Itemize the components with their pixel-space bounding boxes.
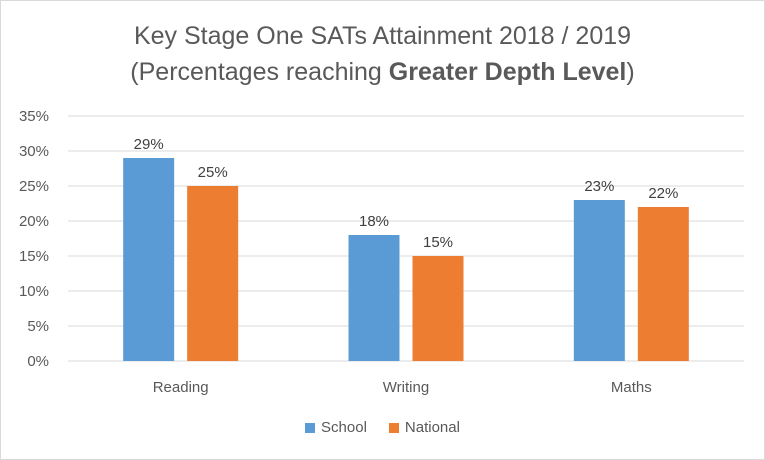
y-tick-label: 0% [27,353,49,370]
data-label: 18% [359,213,389,230]
x-category-label: Writing [383,379,429,396]
legend-label-school: School [321,419,367,436]
chart-title-line1: Key Stage One SATs Attainment 2018 / 201… [133,22,632,50]
legend-swatch-national [388,422,399,433]
data-label: 23% [584,178,614,195]
bar-school [348,235,400,361]
data-label: 29% [134,136,164,153]
bar-school [573,200,625,361]
y-tick-label: 15% [19,248,49,265]
legend: School National [0,419,765,436]
legend-swatch-school [305,422,316,433]
bar-school [123,158,175,361]
y-tick-label: 35% [19,108,49,125]
data-label: 15% [423,234,453,251]
title-line2-prefix: (Percentages reaching [130,58,389,86]
x-category-label: Reading [153,379,209,396]
y-tick-label: 20% [19,213,49,230]
bar-national [187,186,239,361]
data-label: 22% [648,185,678,202]
title-line2-suffix: ) [626,58,635,86]
legend-item-national: National [388,419,460,436]
legend-label-national: National [404,419,460,436]
bar-national [412,256,464,361]
title-line2-bold: Greater Depth Level [388,58,627,86]
legend-item-school: School [305,419,367,436]
chart-title-line2: (Percentages reaching Greater Depth Leve… [0,58,765,87]
y-tick-label: 10% [19,283,49,300]
data-label: 25% [198,164,228,181]
y-tick-label: 30% [19,143,49,160]
y-tick-label: 5% [27,318,49,335]
y-tick-label: 25% [19,178,49,195]
x-category-label: Maths [611,379,652,396]
bar-national [637,207,689,361]
